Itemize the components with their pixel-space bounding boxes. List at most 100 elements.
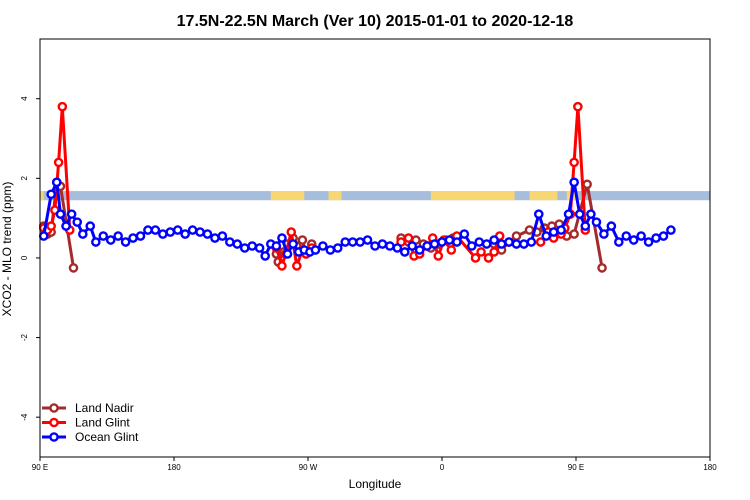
data-point: [277, 233, 287, 243]
data-point: [459, 229, 470, 239]
data-point: [72, 217, 83, 227]
data-point: [403, 233, 414, 243]
data-point: [524, 225, 535, 235]
legend-label: Ocean Glint: [75, 430, 139, 444]
data-point: [476, 247, 486, 257]
data-point: [580, 221, 591, 231]
data-point: [606, 221, 617, 231]
data-point: [414, 245, 425, 255]
data-point: [446, 245, 457, 255]
data-point: [591, 217, 602, 227]
data-point: [636, 231, 646, 241]
x-tick-label: 90 E: [32, 463, 48, 472]
y-tick-label: 0: [20, 255, 29, 260]
data-point: [210, 233, 220, 243]
data-point: [340, 237, 351, 247]
data-point: [511, 239, 522, 249]
series-layer: [38, 101, 676, 273]
data-point: [150, 225, 161, 235]
data-point: [225, 237, 235, 247]
data-point: [429, 239, 440, 249]
data-point: [232, 239, 243, 249]
data-point: [187, 225, 198, 235]
data-point: [66, 209, 77, 219]
x-tick-label: 90 W: [299, 463, 318, 472]
data-point: [470, 253, 481, 263]
data-point: [143, 225, 153, 235]
legend-marker: [49, 403, 59, 413]
data-point: [574, 209, 585, 219]
data-point: [370, 241, 380, 251]
legend-label: Land Glint: [75, 416, 130, 430]
data-point: [614, 237, 624, 247]
data-point: [46, 221, 56, 231]
y-axis-label: XCO2 - MLO trend (ppm): [0, 182, 14, 317]
data-point: [399, 247, 410, 257]
data-point: [53, 157, 64, 168]
data-point: [526, 237, 537, 247]
data-point: [318, 241, 328, 251]
y-tick-label: -2: [20, 333, 29, 341]
data-point: [260, 251, 270, 261]
legend-item: Land Glint: [42, 416, 130, 430]
data-point: [113, 231, 123, 241]
data-point: [658, 231, 669, 241]
data-point: [247, 241, 257, 251]
data-point: [202, 229, 213, 239]
data-point: [158, 229, 168, 239]
legend-label: Land Nadir: [75, 401, 134, 415]
data-point: [288, 239, 298, 249]
land-segment: [430, 191, 515, 201]
land-segment: [270, 191, 305, 201]
data-point: [483, 253, 494, 263]
data-point: [474, 237, 485, 247]
data-point: [643, 237, 654, 247]
data-point: [277, 261, 287, 271]
data-point: [466, 241, 477, 251]
x-axis: 90 E 180 90 W 0 90 E 180: [32, 457, 717, 472]
chart-title: 17.5N-22.5N March (Ver 10) 2015-01-01 to…: [177, 13, 574, 30]
data-point: [55, 209, 66, 219]
data-point: [347, 237, 358, 247]
land-segment: [328, 191, 342, 201]
data-point: [548, 227, 559, 237]
data-point: [504, 237, 514, 247]
data-point: [271, 241, 282, 251]
data-point: [569, 177, 579, 188]
data-point: [105, 235, 116, 245]
y-tick-label: 4: [20, 96, 29, 101]
data-point: [541, 231, 552, 241]
data-point: [98, 231, 109, 241]
data-point: [282, 249, 293, 259]
data-point: [582, 179, 592, 190]
x-tick-label: 90 E: [568, 463, 584, 472]
data-point: [57, 101, 68, 112]
data-point: [195, 227, 205, 237]
y-tick-label: 2: [20, 176, 29, 181]
data-point: [78, 229, 88, 239]
data-point: [511, 231, 522, 241]
data-point: [597, 263, 607, 273]
x-tick-label: 180: [703, 463, 717, 472]
data-point: [569, 229, 579, 239]
data-point: [38, 231, 49, 241]
data-point: [621, 231, 632, 241]
ocean-band: [40, 191, 710, 201]
data-point: [433, 251, 444, 261]
data-point: [573, 101, 583, 112]
land-segment: [40, 191, 44, 201]
data-point: [563, 209, 574, 219]
x-axis-label: Longitude: [349, 477, 402, 491]
data-point: [586, 209, 596, 219]
data-point: [180, 229, 190, 239]
data-point: [407, 241, 418, 251]
data-point: [481, 239, 492, 249]
data-point: [422, 241, 432, 251]
data-point: [496, 239, 507, 249]
plot-frame: [39, 38, 711, 458]
data-point: [377, 239, 388, 249]
data-point: [535, 237, 546, 247]
data-point: [217, 231, 228, 241]
data-point: [519, 239, 529, 249]
